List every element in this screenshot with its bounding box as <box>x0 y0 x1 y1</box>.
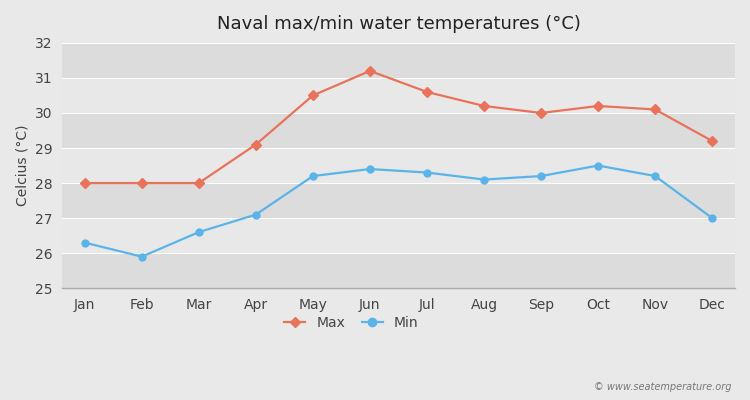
Y-axis label: Celcius (°C): Celcius (°C) <box>15 125 29 206</box>
Max <box>651 107 660 112</box>
Bar <box>62 253 735 288</box>
Bar <box>62 218 735 253</box>
Text: © www.seatemperature.org: © www.seatemperature.org <box>594 382 731 392</box>
Min <box>422 170 431 175</box>
Legend: Max, Min: Max, Min <box>279 310 424 335</box>
Max <box>194 181 203 186</box>
Max <box>80 181 89 186</box>
Min <box>536 174 545 178</box>
Min <box>251 212 260 217</box>
Max <box>308 93 317 98</box>
Min <box>137 254 146 259</box>
Max <box>422 90 431 94</box>
Max <box>365 68 374 73</box>
Bar <box>62 183 735 218</box>
Bar <box>62 113 735 148</box>
Max <box>137 181 146 186</box>
Max <box>708 139 717 144</box>
Min <box>593 163 602 168</box>
Min <box>479 177 488 182</box>
Line: Max: Max <box>81 68 716 186</box>
Max <box>593 104 602 108</box>
Min <box>365 167 374 172</box>
Max <box>536 110 545 115</box>
Line: Min: Min <box>80 161 716 261</box>
Min <box>80 240 89 245</box>
Max <box>251 142 260 147</box>
Min <box>708 216 717 220</box>
Min <box>651 174 660 178</box>
Max <box>479 104 488 108</box>
Title: Naval max/min water temperatures (°C): Naval max/min water temperatures (°C) <box>217 15 580 33</box>
Bar <box>62 78 735 113</box>
Min <box>194 230 203 234</box>
Min <box>308 174 317 178</box>
Bar <box>62 43 735 78</box>
Bar <box>62 148 735 183</box>
